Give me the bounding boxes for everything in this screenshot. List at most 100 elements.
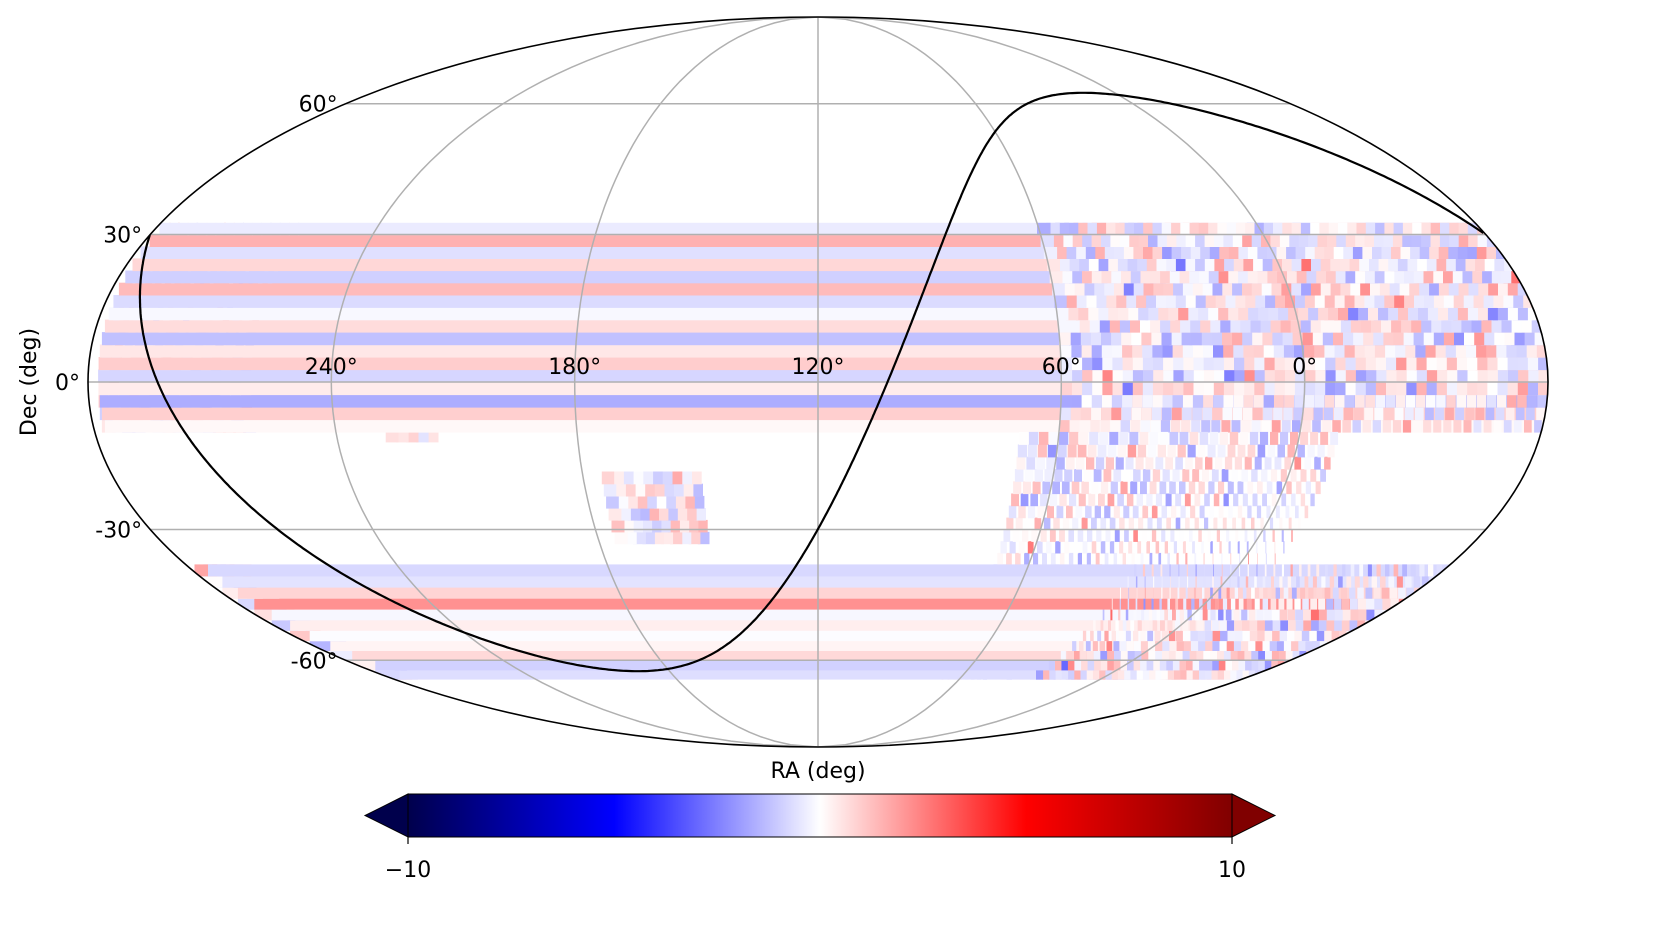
map-pixel	[1232, 517, 1236, 531]
map-pixel	[1069, 431, 1079, 445]
map-pixel	[1183, 598, 1187, 610]
map-pixel	[1414, 357, 1427, 371]
map-pixel	[1090, 419, 1100, 433]
map-pixel	[1037, 444, 1047, 458]
map-pixel	[1267, 444, 1276, 458]
map-pixel	[1433, 344, 1446, 358]
map-pixel	[1230, 598, 1236, 610]
map-pixel	[1060, 344, 1072, 358]
map-pixel	[1130, 419, 1140, 433]
map-pixel	[1070, 357, 1083, 371]
map-pixel	[1077, 444, 1087, 458]
map-pixel	[1187, 609, 1192, 621]
map-pixel	[1137, 541, 1142, 554]
map-pixel	[1003, 529, 1011, 542]
map-pixel	[1115, 619, 1119, 631]
map-pixel	[1091, 517, 1097, 531]
map-pixel	[1310, 332, 1323, 346]
map-pixel	[1147, 517, 1153, 531]
map-pixel	[1020, 493, 1029, 507]
map-pixel	[1320, 469, 1326, 482]
map-pixel	[1273, 564, 1276, 577]
map-pixel	[1113, 552, 1118, 565]
map-pixel	[1175, 307, 1189, 321]
map-pixel	[690, 471, 702, 485]
map-pixel	[1043, 246, 1058, 259]
map-pixel	[1385, 369, 1397, 383]
map-pixel	[1061, 382, 1072, 396]
map-pixel	[1167, 598, 1170, 610]
map-pixel	[1400, 332, 1414, 346]
map-pixel	[1122, 394, 1133, 408]
map-pixel	[1072, 517, 1079, 531]
map-pixel	[1093, 619, 1096, 631]
map-pixel	[1168, 630, 1176, 642]
map-pixel	[1193, 587, 1197, 599]
map-pixel	[271, 609, 1391, 621]
map-pixel	[1185, 456, 1193, 470]
map-pixel	[1486, 369, 1498, 383]
map-pixel	[1287, 319, 1301, 333]
map-pixel	[1182, 619, 1188, 631]
map-pixel	[1192, 650, 1204, 661]
map-pixel	[1202, 469, 1209, 482]
map-pixel	[1298, 640, 1313, 651]
map-pixel	[1110, 419, 1120, 433]
map-pixel	[1362, 419, 1371, 433]
map-pixel	[1264, 564, 1267, 577]
map-pixel	[1465, 407, 1475, 421]
map-pixel	[1295, 505, 1299, 519]
map-pixel	[1104, 552, 1109, 565]
map-pixel	[1237, 444, 1246, 458]
map-pixel	[1155, 307, 1169, 321]
map-pixel	[1066, 307, 1079, 321]
map-pixel	[1341, 609, 1351, 621]
map-pixel	[1380, 575, 1386, 588]
map-pixel	[1070, 419, 1080, 433]
map-pixel	[1455, 357, 1468, 371]
map-pixel	[1493, 344, 1507, 358]
map-pixel	[1354, 357, 1366, 371]
map-pixel	[1410, 332, 1424, 346]
map-pixel	[1466, 382, 1478, 396]
map-pixel	[1348, 609, 1359, 621]
map-pixel	[646, 508, 659, 521]
map-pixel	[1415, 369, 1427, 383]
map-pixel	[1220, 575, 1223, 588]
map-pixel	[1098, 493, 1105, 507]
map-pixel	[1305, 640, 1320, 651]
map-pixel	[1145, 619, 1150, 631]
map-pixel	[1312, 344, 1325, 358]
map-pixel	[1249, 332, 1263, 346]
map-pixel	[1120, 419, 1130, 433]
map-pixel	[644, 495, 657, 509]
map-pixel	[1246, 598, 1252, 610]
map-pixel	[1139, 431, 1149, 445]
map-pixel	[1135, 598, 1138, 610]
map-pixel	[1299, 564, 1302, 577]
map-pixel	[1103, 469, 1112, 482]
map-pixel	[1237, 319, 1251, 333]
map-pixel	[625, 495, 638, 509]
map-pixel	[1297, 319, 1311, 333]
map-pixel	[1086, 456, 1095, 470]
map-pixel	[1059, 332, 1071, 346]
map-pixel	[1394, 357, 1407, 371]
map-pixel	[686, 519, 699, 533]
map-pixel	[1307, 319, 1321, 333]
map-pixel	[1173, 541, 1177, 554]
map-pixel	[1152, 394, 1163, 408]
map-pixel	[1382, 344, 1396, 358]
map-pixel	[1128, 517, 1134, 531]
map-pixel	[1286, 598, 1293, 610]
map-pixel	[1083, 295, 1097, 308]
map-pixel	[1161, 407, 1172, 421]
map-pixel	[1114, 529, 1120, 542]
map-pixel	[1134, 640, 1141, 651]
map-pixel	[1014, 469, 1024, 482]
map-pixel	[1284, 369, 1296, 383]
map-pixel	[1526, 407, 1535, 421]
map-pixel	[1310, 431, 1319, 445]
map-pixel	[1218, 650, 1231, 661]
map-pixel	[1253, 529, 1257, 542]
